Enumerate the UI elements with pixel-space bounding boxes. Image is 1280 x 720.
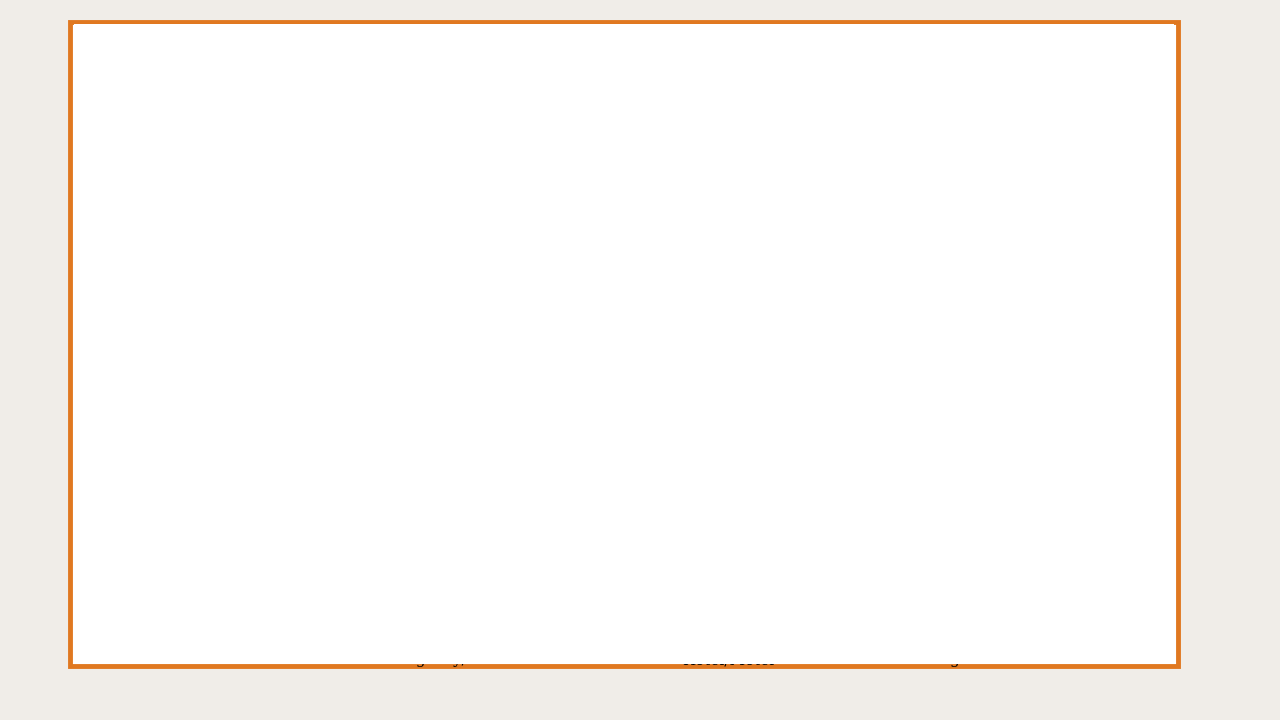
Hotel/Motel xyxy=(673,510,689,518)
Emergency/Transitional Shelter xyxy=(1034,531,1050,540)
Emergency/Transitional Shelter xyxy=(312,487,328,495)
Hotel/Motel xyxy=(914,467,929,476)
Line: Unsheltered: Unsheltered xyxy=(197,545,1046,570)
Emergency/Transitional Shelter xyxy=(914,509,929,518)
Unsheltered xyxy=(433,557,448,566)
Hotel/Motel xyxy=(192,506,207,515)
Shared Housing xyxy=(553,163,568,171)
Hotel/Motel xyxy=(312,508,328,516)
Hotel/Motel xyxy=(1034,487,1050,496)
Shared Housing xyxy=(312,210,328,219)
Unsheltered xyxy=(1034,552,1050,561)
Emergency/Transitional Shelter xyxy=(192,504,207,513)
Unsheltered xyxy=(673,547,689,556)
Hotel/Motel xyxy=(553,510,568,519)
Unsheltered xyxy=(192,559,207,567)
Emergency/Transitional Shelter xyxy=(553,500,568,509)
Shared Housing xyxy=(673,176,689,185)
Shared Housing xyxy=(1034,223,1050,232)
Shared Housing xyxy=(192,261,207,269)
Unsheltered xyxy=(312,562,328,570)
Unsheltered xyxy=(553,544,568,553)
Line: Hotel/Motel: Hotel/Motel xyxy=(197,468,1046,518)
Emergency/Transitional Shelter xyxy=(673,500,689,509)
Emergency/Transitional Shelter xyxy=(433,492,448,500)
Title: School Trends: School Trends xyxy=(539,50,716,72)
Shared Housing xyxy=(433,184,448,192)
Legend: Unsheltered, Emergency/Transitional Shelter, Hotel/Motel, Shared Housing: Unsheltered, Emergency/Transitional Shel… xyxy=(168,647,966,673)
Line: Emergency/Transitional Shelter: Emergency/Transitional Shelter xyxy=(197,487,1046,539)
Line: Shared Housing: Shared Housing xyxy=(197,150,1046,268)
Unsheltered xyxy=(914,556,929,564)
Hotel/Motel xyxy=(433,496,448,505)
Shared Housing xyxy=(914,148,929,157)
